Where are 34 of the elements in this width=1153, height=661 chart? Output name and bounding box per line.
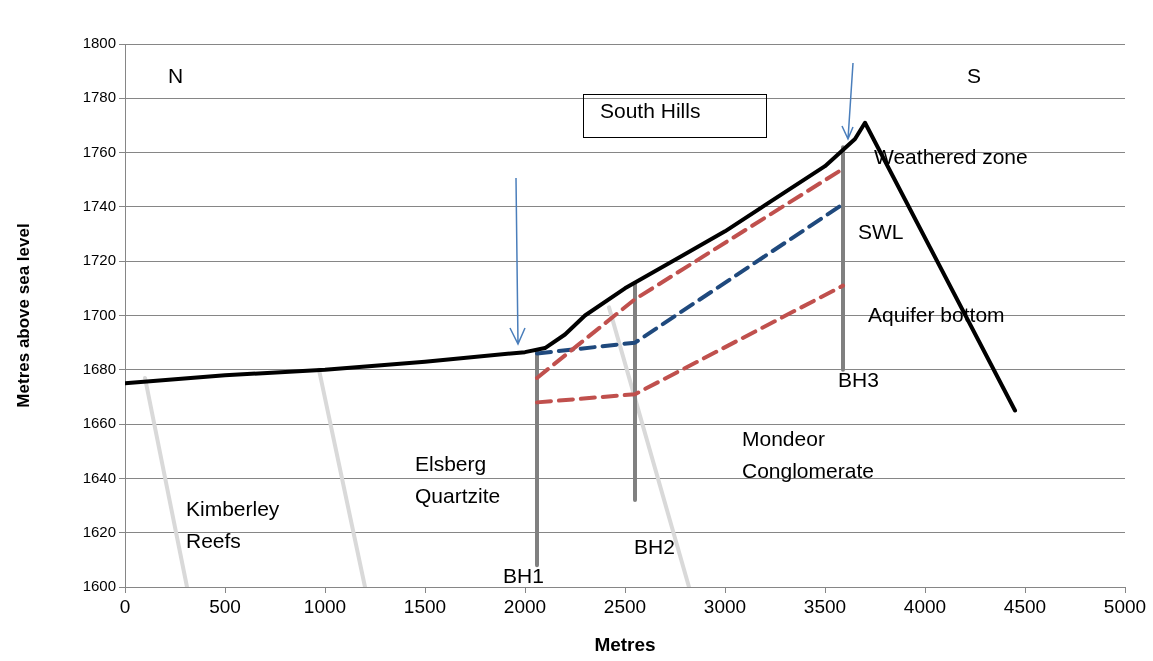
y-tick-label: 1800 <box>82 34 116 52</box>
x-tick-label: 3500 <box>803 595 847 617</box>
annotation: N <box>168 63 184 87</box>
x-tick-label: 5000 <box>1103 595 1147 617</box>
y-tick-label: 1720 <box>82 251 116 269</box>
x-tick-label: 3000 <box>703 595 747 617</box>
annotation: BH3 <box>838 367 879 391</box>
x-tick-label: 1000 <box>303 595 347 617</box>
annotation: S <box>967 63 982 87</box>
x-tick-label: 1500 <box>403 595 447 617</box>
annotation: Elsberg Quartzite <box>415 451 501 507</box>
y-tick-label: 1740 <box>82 197 116 215</box>
x-tick-label: 2500 <box>603 595 647 617</box>
annotation: SWL <box>858 219 904 243</box>
y-tick-label: 1620 <box>82 522 116 540</box>
x-tick-label: 500 <box>209 595 241 617</box>
annotation: BH2 <box>634 534 675 558</box>
x-tick-label: 4000 <box>903 595 947 617</box>
x-tick-label: 0 <box>119 595 131 617</box>
x-tick-label: 2000 <box>503 595 547 617</box>
y-tick-label: 1680 <box>82 359 116 377</box>
x-axis-title: Metres <box>594 633 656 655</box>
annotation: Mondeor Conglomerate <box>742 426 874 482</box>
y-tick-label: 1760 <box>82 142 116 160</box>
annotation: BH1 <box>503 563 544 587</box>
y-tick-label: 1600 <box>82 577 116 595</box>
y-tick-label: 1700 <box>82 305 116 323</box>
y-tick-label: 1660 <box>82 414 116 432</box>
y-tick-label: 1780 <box>82 88 116 106</box>
x-tick-label: 4500 <box>1003 595 1047 617</box>
y-axis-title: Metres above sea level <box>13 223 33 408</box>
annotation: South Hills <box>600 98 701 122</box>
y-tick-label: 1640 <box>82 468 116 486</box>
annotation: Kimberley Reefs <box>186 496 280 552</box>
